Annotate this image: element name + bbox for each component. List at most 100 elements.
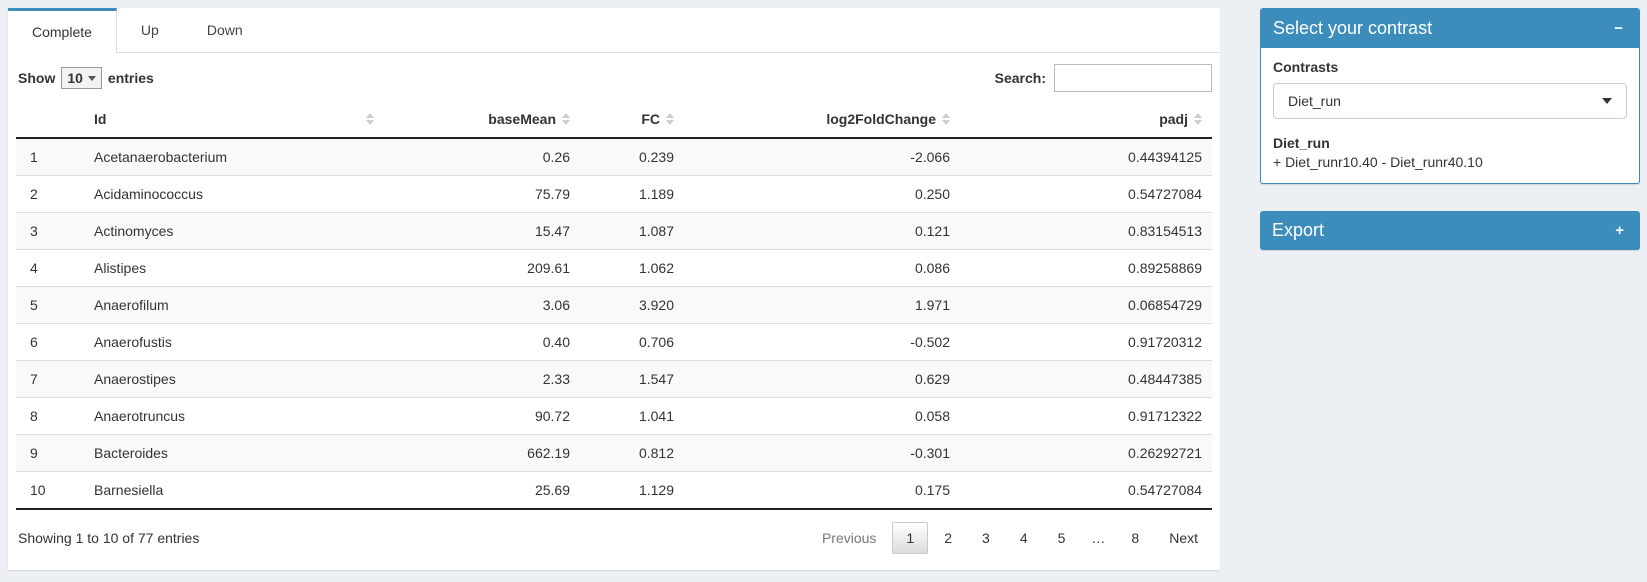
table-cell: 0.086	[684, 249, 960, 287]
caret-down-icon	[87, 75, 96, 81]
table-row[interactable]: 10 Barnesiella 25.69 1.129 0.175 0.54727084	[16, 471, 1212, 509]
contrast-panel-title: Select your contrast	[1273, 18, 1433, 38]
table-cell: 0.44394125	[960, 138, 1212, 176]
table-cell: 3	[16, 212, 74, 250]
table-cell: 1.189	[580, 175, 684, 213]
column-label: padj	[1159, 111, 1188, 127]
pagination-next[interactable]: Next	[1169, 530, 1198, 546]
table-cell: 1	[16, 138, 74, 176]
pagination-ellipsis: …	[1091, 530, 1106, 546]
contrast-select[interactable]: Diet_run	[1273, 83, 1627, 119]
table-cell: 0.91712322	[960, 397, 1212, 435]
tab-complete[interactable]: Complete	[8, 8, 117, 53]
table-cell: 0.91720312	[960, 323, 1212, 361]
entries-label: entries	[107, 70, 154, 86]
table-cell: Barnesiella	[74, 471, 384, 509]
table-header-row: Id baseMean FC	[16, 101, 1212, 139]
table-cell: 0.629	[684, 360, 960, 398]
table-cell: 90.72	[384, 397, 580, 435]
results-table: Id baseMean FC	[16, 101, 1212, 510]
sort-icon	[366, 113, 374, 125]
tab-up[interactable]: Up	[140, 22, 159, 38]
table-cell: 10	[16, 471, 74, 509]
table-cell: 0.706	[580, 323, 684, 361]
table-cell: 0.40	[384, 323, 580, 361]
caret-down-icon	[1602, 98, 1612, 104]
table-cell: -0.301	[684, 434, 960, 472]
column-header-log2foldchange[interactable]: log2FoldChange	[684, 101, 960, 139]
contrasts-label: Contrasts	[1273, 59, 1339, 75]
table-row[interactable]: 4 Alistipes 209.61 1.062 0.086 0.89258869	[16, 249, 1212, 287]
table-cell: Actinomyces	[74, 212, 384, 250]
table-cell: Anaerofilum	[74, 286, 384, 324]
table-cell: 0.54727084	[960, 175, 1212, 213]
table-cell: 0.26292721	[960, 434, 1212, 472]
table-cell: Anaerofustis	[74, 323, 384, 361]
table-cell: 3.920	[580, 286, 684, 324]
table-cell: 5	[16, 286, 74, 324]
pagination-page-1[interactable]: 1	[892, 522, 929, 554]
table-cell: 8	[16, 397, 74, 435]
table-row[interactable]: 9 Bacteroides 662.19 0.812 -0.301 0.26292721	[16, 434, 1212, 472]
table-info: Showing 1 to 10 of 77 entries	[18, 530, 200, 546]
table-cell: 1.087	[580, 212, 684, 250]
pagination: Previous 1 2 3 4 5 … 8 Next	[806, 522, 1212, 554]
table-cell: 0.54727084	[960, 471, 1212, 509]
page-length-select[interactable]: 10	[61, 67, 102, 89]
sidebar: Select your contrast − Contrasts Diet_ru…	[1260, 8, 1640, 250]
sort-icon	[1194, 113, 1202, 125]
tab-strip: Complete Up Down	[8, 8, 1220, 53]
table-row[interactable]: 6 Anaerofustis 0.40 0.706 -0.502 0.91720312	[16, 323, 1212, 361]
table-cell: 0.89258869	[960, 249, 1212, 287]
export-panel-header[interactable]: Export +	[1260, 211, 1640, 250]
search-input[interactable]	[1054, 64, 1212, 92]
column-label: log2FoldChange	[826, 111, 936, 127]
table-cell: -2.066	[684, 138, 960, 176]
table-cell: 4	[16, 249, 74, 287]
pagination-page-2[interactable]: 2	[944, 530, 953, 546]
table-row[interactable]: 1 Acetanaerobacterium 0.26 0.239 -2.066 0.443…	[16, 138, 1212, 176]
table-row[interactable]: 3 Actinomyces 15.47 1.087 0.121 0.83154513	[16, 212, 1212, 250]
search-label: Search:	[994, 70, 1046, 86]
pagination-previous[interactable]: Previous	[821, 530, 877, 546]
table-cell: 0.121	[684, 212, 960, 250]
show-label: Show	[18, 70, 56, 86]
pagination-page-3[interactable]: 3	[982, 530, 990, 546]
table-cell: 1.971	[684, 286, 960, 324]
column-header-rownum	[16, 101, 74, 139]
table-cell: 1.547	[580, 360, 684, 398]
table-controls: Show 10 entries Search:	[8, 53, 1220, 101]
table-row[interactable]: 8 Anaerotruncus 90.72 1.041 0.058 0.91712322	[16, 397, 1212, 435]
table-cell: Bacteroides	[74, 434, 384, 472]
table-row[interactable]: 2 Acidaminococcus 75.79 1.189 0.250 0.5472708…	[16, 175, 1212, 213]
contrast-detail: Diet_run + Diet_runr10.40 - Diet_runr40.…	[1273, 135, 1627, 170]
column-header-fc[interactable]: FC	[580, 101, 684, 139]
table-cell: 209.61	[384, 249, 580, 287]
pagination-page-5[interactable]: 5	[1057, 530, 1066, 546]
table-cell: Anaerostipes	[74, 360, 384, 398]
expand-plus-icon[interactable]: +	[1615, 222, 1624, 239]
table-cell: 15.47	[384, 212, 580, 250]
collapse-minus-icon[interactable]: −	[1614, 20, 1623, 37]
table-row[interactable]: 7 Anaerostipes 2.33 1.547 0.629 0.48447385	[16, 360, 1212, 398]
table-cell: -0.502	[684, 323, 960, 361]
table-cell: 0.175	[684, 471, 960, 509]
table-row[interactable]: 5 Anaerofilum 3.06 3.920 1.971 0.06854729	[16, 286, 1212, 324]
table-cell: 0.83154513	[960, 212, 1212, 250]
table-cell: 75.79	[384, 175, 580, 213]
table-cell: 6	[16, 323, 74, 361]
contrast-panel-header[interactable]: Select your contrast −	[1261, 9, 1639, 48]
pagination-page-8[interactable]: 8	[1131, 530, 1140, 546]
contrast-panel-body: Contrasts Diet_run Diet_run + Diet_runr1…	[1261, 48, 1639, 183]
table-cell: Alistipes	[74, 249, 384, 287]
sort-icon	[666, 113, 674, 125]
page-length-control: Show 10 entries	[18, 67, 154, 89]
column-header-id[interactable]: Id	[74, 101, 384, 139]
tab-down[interactable]: Down	[206, 22, 243, 38]
pagination-page-4[interactable]: 4	[1019, 530, 1028, 546]
column-label: Id	[94, 111, 107, 127]
column-header-padj[interactable]: padj	[960, 101, 1212, 139]
column-header-basemean[interactable]: baseMean	[384, 101, 580, 139]
table-cell: Acetanaerobacterium	[74, 138, 384, 176]
search-control: Search:	[995, 64, 1212, 92]
